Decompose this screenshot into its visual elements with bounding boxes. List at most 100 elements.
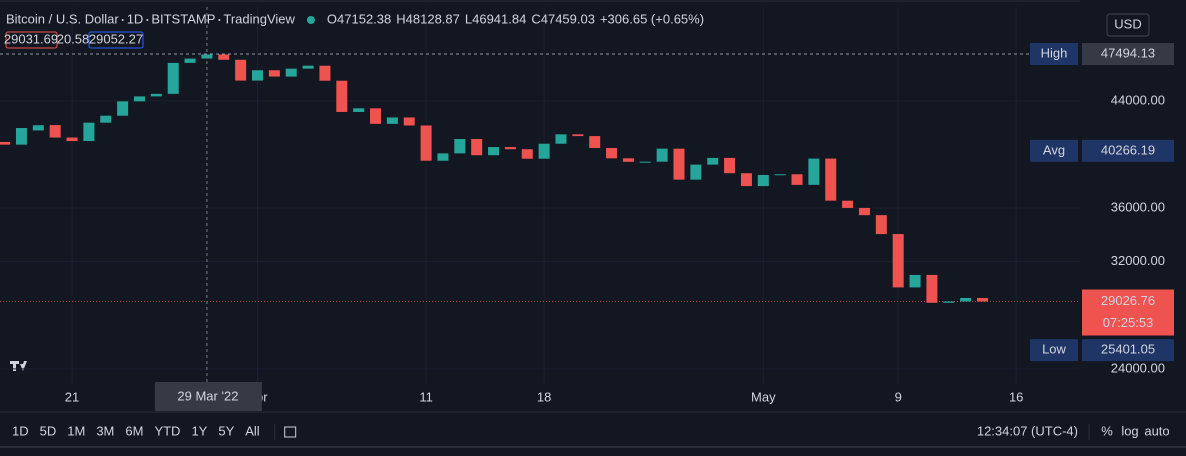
- currency-button[interactable]: [1106, 13, 1150, 37]
- candle-body: [454, 139, 466, 154]
- spread: 20.58: [57, 31, 90, 46]
- candle-body: [842, 200, 854, 208]
- low-name: Low: [1042, 342, 1066, 357]
- crosshair-label: 29 Mar '22: [177, 388, 238, 403]
- y-tick-label: 44000.00: [1111, 92, 1165, 107]
- range-button[interactable]: YTD: [154, 423, 180, 438]
- candle-body: [353, 108, 365, 112]
- candle-body: [437, 153, 449, 161]
- y-tick-label: 32000.00: [1111, 253, 1165, 268]
- candle-body: [235, 59, 247, 81]
- symbol-part: 1D: [127, 11, 144, 26]
- candle-body: [285, 68, 297, 77]
- avg-value: 40266.19: [1101, 142, 1155, 157]
- candle-body: [589, 136, 601, 149]
- status-dot: [306, 16, 315, 24]
- scale-option[interactable]: %: [1101, 423, 1113, 438]
- ohlc-value: L46941.84: [465, 11, 526, 26]
- candle-body: [757, 174, 769, 187]
- candle-body: [218, 54, 230, 60]
- candle-body: [892, 234, 904, 288]
- candle-body: [673, 148, 685, 180]
- scale-option[interactable]: log: [1121, 423, 1138, 438]
- range-button[interactable]: 5D: [40, 423, 57, 438]
- avg-value-box: [1082, 139, 1174, 162]
- x-tick-label: May: [751, 389, 776, 404]
- candle-body: [724, 157, 736, 174]
- x-tick-label: 16: [1009, 389, 1023, 404]
- candle-body: [572, 134, 584, 137]
- y-tick-label: 36000.00: [1111, 199, 1165, 214]
- x-tick-label: 9: [895, 389, 902, 404]
- candle-body: [15, 128, 27, 145]
- range-button[interactable]: 5Y: [218, 423, 234, 438]
- candle-body: [403, 117, 415, 126]
- candle-body: [83, 122, 95, 142]
- candle-body: [302, 65, 314, 69]
- toolbar-time: 12:34:07 (UTC-4): [977, 423, 1078, 438]
- candle-body: [858, 207, 870, 216]
- scale-option[interactable]: auto: [1144, 423, 1169, 438]
- candle-body: [0, 141, 11, 145]
- last-price: 29026.76: [1101, 293, 1155, 308]
- y-tick-label: 24000.00: [1111, 360, 1165, 375]
- high-value-box: [1082, 42, 1174, 65]
- candle-body: [825, 158, 837, 201]
- candle-body: [976, 297, 988, 302]
- candle-body: [622, 158, 634, 162]
- candle-body: [774, 174, 786, 176]
- candle-body: [420, 125, 432, 161]
- candle-body: [252, 70, 263, 81]
- candle-body: [740, 173, 752, 187]
- ohlc-value: C47459.03: [531, 11, 595, 26]
- candle-body: [100, 115, 112, 123]
- high-name-box: [1030, 42, 1078, 65]
- candle-body: [909, 274, 921, 288]
- candle-body: [606, 148, 618, 159]
- calendar-icon[interactable]: [284, 426, 297, 438]
- candle-body: [943, 301, 955, 303]
- x-tick-label: 11: [419, 389, 433, 404]
- low-name-box: [1030, 339, 1078, 362]
- bid-box[interactable]: [5, 31, 58, 49]
- candle-body: [555, 134, 567, 144]
- separator-dot: [218, 19, 221, 21]
- candle-body: [504, 147, 516, 150]
- range-button[interactable]: 3M: [96, 423, 114, 438]
- range-button[interactable]: 1Y: [191, 423, 207, 438]
- candle-body: [49, 125, 61, 138]
- candle-body: [808, 158, 820, 185]
- candle-body: [690, 164, 702, 180]
- range-button[interactable]: 1D: [12, 423, 29, 438]
- ask: 29052.27: [89, 31, 143, 46]
- countdown: 07:25:53: [1103, 315, 1154, 330]
- candle-body: [32, 125, 44, 131]
- symbol-part: BITSTAMP: [151, 11, 215, 26]
- ohlc-value: O47152.38: [327, 11, 391, 26]
- candle-body: [926, 274, 938, 303]
- symbol-part: TradingView: [223, 11, 295, 26]
- separator-dot: [121, 19, 124, 21]
- candle-body: [471, 139, 483, 156]
- x-tick-label: 18: [537, 389, 551, 404]
- ask-box[interactable]: [88, 31, 144, 49]
- symbol-part: Bitcoin / U.S. Dollar: [6, 11, 119, 26]
- bid: 29031.69: [4, 31, 58, 46]
- candle-body: [117, 101, 129, 116]
- candle-body: [639, 161, 651, 163]
- range-button[interactable]: 1M: [67, 423, 85, 438]
- candle-body: [656, 148, 668, 162]
- range-button[interactable]: 6M: [125, 423, 143, 438]
- separator-dot: [146, 19, 149, 21]
- range-button[interactable]: All: [245, 423, 260, 438]
- currency: USD: [1114, 16, 1141, 31]
- high-name: High: [1041, 45, 1068, 60]
- candle-body: [184, 58, 196, 63]
- ohlc-value: H48128.87: [396, 11, 460, 26]
- candle-body: [960, 297, 972, 302]
- candle-body: [167, 62, 179, 94]
- candle-body: [386, 117, 398, 124]
- ohlc-value: +306.65 (+0.65%): [600, 11, 704, 26]
